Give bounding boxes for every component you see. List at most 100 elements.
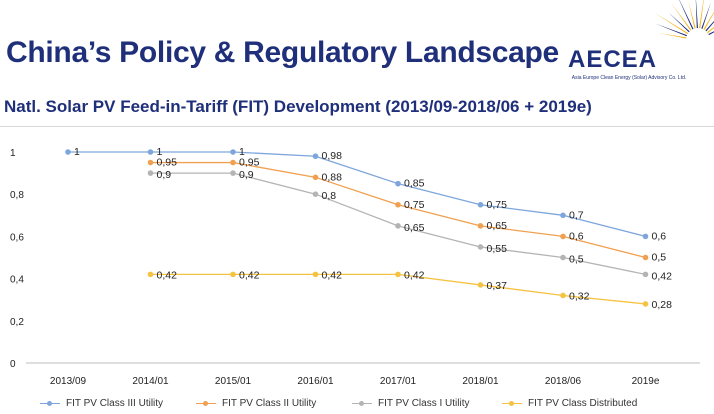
x-tick-label: 2018/01	[462, 376, 499, 387]
data-label: 0,75	[487, 199, 508, 211]
data-label: 0,6	[652, 230, 667, 242]
legend-swatch	[352, 400, 372, 408]
x-tick-label: 2013/09	[50, 376, 87, 387]
data-point	[477, 282, 484, 288]
logo-ray	[703, 11, 714, 30]
data-label: 0,55	[487, 243, 508, 255]
chart-legend: FIT PV Class III Utility FIT PV Class II …	[0, 398, 714, 414]
data-point	[395, 180, 401, 187]
x-tick-label: 2014/01	[132, 376, 169, 387]
data-point	[477, 223, 484, 229]
data-label: 1	[74, 146, 80, 158]
aecea-logo: AECEA Asia Europe Clean Energy (Solar) A…	[548, 0, 714, 92]
data-point	[147, 149, 154, 155]
data-point	[477, 201, 484, 208]
logo-ray	[705, 20, 714, 32]
logo-ray	[688, 1, 696, 29]
x-tick-label: 2015/01	[215, 376, 252, 387]
data-point	[642, 233, 649, 240]
data-point	[395, 201, 401, 208]
y-tick-label: 1	[10, 148, 16, 159]
data-point	[560, 212, 566, 219]
logo-ray	[699, 0, 704, 29]
data-point	[560, 292, 566, 299]
data-label: 0,88	[322, 171, 343, 183]
x-tick-label: 2019e	[632, 376, 660, 387]
data-point	[147, 159, 154, 166]
data-label: 0,42	[239, 269, 260, 281]
data-label: 1	[239, 146, 245, 158]
data-label: 0,42	[404, 269, 425, 281]
data-label: 0,65	[487, 220, 508, 232]
x-tick-label: 2017/01	[380, 376, 417, 387]
legend-swatch	[40, 400, 60, 408]
legend-label: FIT PV Class Distributed	[528, 398, 638, 409]
data-point	[230, 159, 236, 166]
data-point	[65, 149, 71, 155]
logo-ray	[708, 31, 714, 36]
data-point	[642, 301, 649, 307]
data-label: 0,8	[322, 190, 337, 202]
data-point	[230, 170, 236, 176]
header-divider	[0, 126, 714, 127]
data-point	[312, 271, 319, 278]
data-point	[395, 271, 401, 278]
logo-ray	[701, 2, 712, 29]
data-label: 0,42	[652, 270, 673, 282]
logo-ray	[658, 33, 687, 39]
chart-subtitle: Natl. Solar PV Feed-in-Tariff (FIT) Deve…	[4, 97, 592, 116]
data-label: 0,7	[569, 209, 584, 221]
data-point	[230, 271, 236, 278]
data-label: 0,85	[404, 178, 425, 190]
y-tick-label: 0,8	[10, 190, 24, 201]
y-tick-label: 0,2	[10, 317, 24, 328]
logo-tagline: Asia Europe Clean Energy (Solar) Advisor…	[571, 75, 687, 81]
data-label: 0,5	[569, 254, 584, 266]
legend-item: FIT PV Class Distributed	[502, 398, 637, 409]
data-point	[312, 174, 319, 181]
logo-ray	[670, 2, 692, 31]
data-label: 0,65	[404, 222, 425, 234]
data-point	[147, 170, 154, 176]
data-point	[477, 244, 484, 250]
x-tick-label: 2016/01	[297, 376, 334, 387]
x-tick-label: 2018/06	[545, 376, 582, 387]
logo-ray	[668, 12, 690, 33]
y-tick-label: 0	[10, 359, 16, 370]
logo-name: AECEA	[568, 46, 658, 73]
data-point	[560, 254, 566, 261]
sunburst-logo-icon	[653, 0, 714, 39]
logo-ray	[655, 23, 688, 37]
data-point	[312, 153, 319, 160]
logo-ray	[653, 12, 689, 35]
data-label: 0,75	[404, 199, 425, 211]
data-point	[147, 271, 154, 278]
data-label: 0,5	[652, 252, 667, 264]
data-label: 0,28	[652, 299, 673, 311]
logo-ray	[695, 0, 698, 29]
data-label: 0,42	[322, 269, 343, 281]
legend-label: FIT PV Class II Utility	[222, 398, 317, 409]
data-point	[230, 149, 236, 155]
data-label: 0,95	[239, 157, 260, 169]
legend-item: FIT PV Class III Utility	[40, 398, 163, 409]
y-tick-label: 0,6	[10, 232, 24, 243]
legend-item: FIT PV Class II Utility	[196, 398, 316, 409]
data-label: 0,9	[157, 169, 172, 181]
data-label: 0,98	[322, 150, 343, 162]
fit-line-chart: 0 0,2 0,4 0,6 0,8 1 2013/09 2014/01 2015/01 2016/…	[10, 146, 700, 387]
page-title: China’s Policy & Regulatory Landscape	[6, 36, 559, 69]
legend-label: FIT PV Class III Utility	[66, 398, 164, 409]
data-point	[642, 271, 649, 278]
data-label: 1	[157, 146, 163, 158]
data-label: 0,95	[157, 157, 178, 169]
data-label: 0,6	[569, 230, 584, 242]
data-label: 0,9	[239, 169, 254, 181]
data-point	[560, 233, 566, 240]
logo-ray	[707, 26, 714, 34]
legend-item: FIT PV Class I Utility	[352, 398, 470, 409]
data-label: 0,42	[157, 269, 178, 281]
legend-swatch	[196, 400, 216, 408]
y-tick-label: 0,4	[10, 275, 24, 286]
data-label: 0,32	[569, 290, 590, 302]
